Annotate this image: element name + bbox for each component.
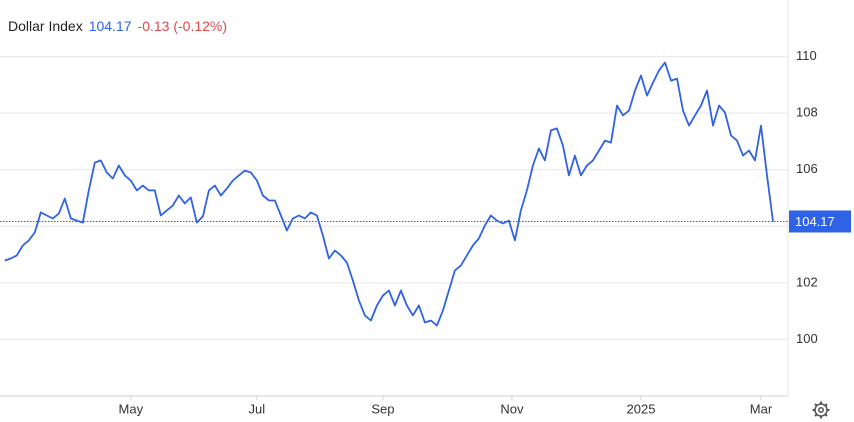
last-value-label: 104.17 [795,214,835,229]
gear-teeth[interactable] [812,401,830,419]
x-tick-label: Jul [249,401,266,416]
settings-button[interactable] [812,401,830,419]
x-tick-label: May [119,401,144,416]
y-tick-label: 108 [796,105,818,120]
header: Dollar Index 104.17 -0.13 (-0.12%) [8,18,227,34]
price-change: -0.13 (-0.12%) [137,18,228,34]
price-line [4,61,774,327]
y-tick-label: 106 [796,161,818,176]
x-tick-label: Sep [371,401,394,416]
last-price: 104.17 [88,18,132,34]
x-tick-label: Nov [500,401,524,416]
x-tick-label: 2025 [627,401,656,416]
x-tick-label: Mar [750,401,773,416]
last-value-tag [789,210,851,233]
gear-hub[interactable] [818,407,824,413]
y-tick-label: 102 [796,274,818,289]
instrument-name: Dollar Index [8,18,83,34]
y-tick-label: 100 [796,331,818,346]
y-tick-label: 110 [796,48,817,63]
